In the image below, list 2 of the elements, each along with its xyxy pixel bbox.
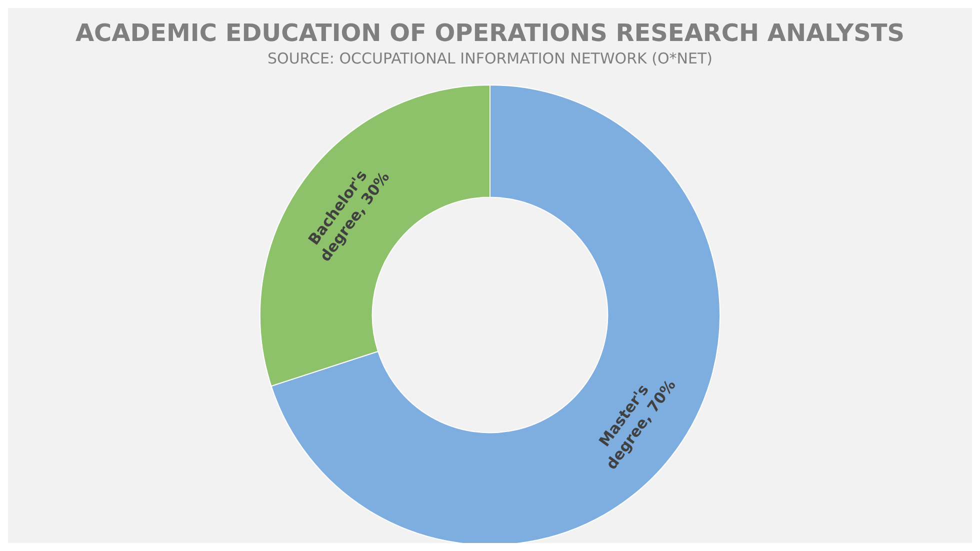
chart-title: ACADEMIC EDUCATION OF OPERATIONS RESEARCH ANALYSTS xyxy=(75,19,905,47)
chart-subtitle: SOURCE: OCCUPATIONAL INFORMATION NETWORK (O*NET) xyxy=(268,50,712,68)
